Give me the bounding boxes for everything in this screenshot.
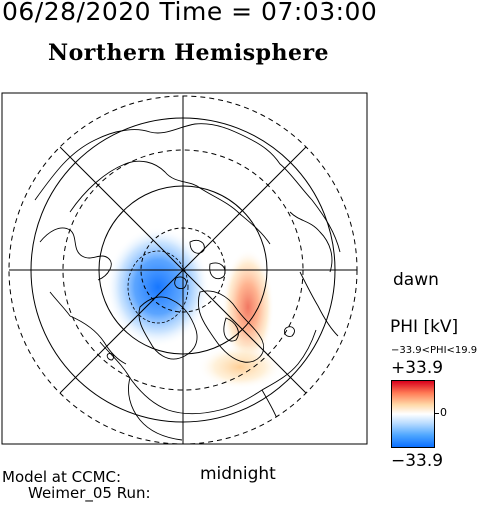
colorbar-range: −33.9<PHI<19.9 [391, 345, 478, 356]
midnight-label: midnight [200, 464, 276, 484]
hemisphere-title: Northern Hemisphere [48, 40, 330, 66]
colorbar-min-label: −33.9 [391, 451, 444, 471]
run-credit-line: Weimer_05 Run: [28, 484, 151, 502]
dawn-label: dawn [393, 270, 439, 290]
colorbar-gradient [391, 380, 435, 448]
timestamp-title: 06/28/2020 Time = 07:03:00 [2, 0, 378, 26]
colorbar-zero-label: 0 [440, 406, 447, 419]
negative-cell [106, 227, 210, 347]
meridian-lines [9, 96, 357, 444]
positive-cell-tail [198, 345, 282, 389]
polar-map [1, 92, 368, 445]
potential-contours [127, 250, 189, 324]
colorbar-max-label: +33.9 [391, 358, 444, 378]
coastlines [34, 123, 341, 441]
model-credit-line: Model at CCMC: [2, 468, 122, 486]
colorbar-zero-tick [434, 413, 439, 414]
colorbar-title: PHI [kV] [390, 317, 459, 337]
